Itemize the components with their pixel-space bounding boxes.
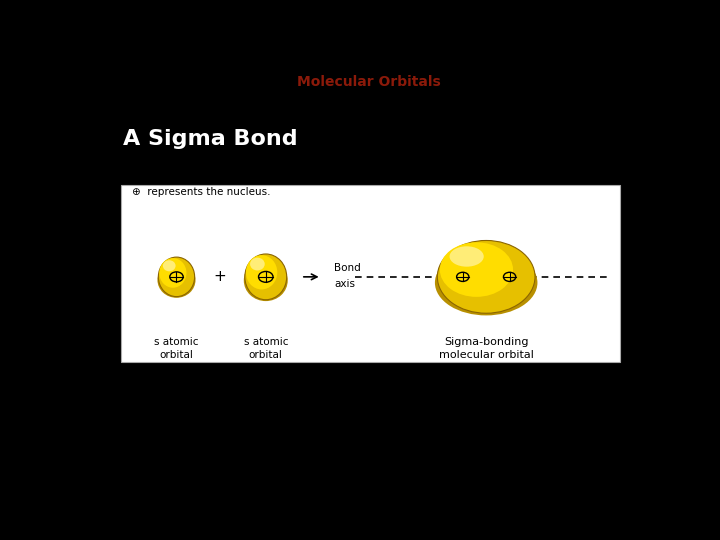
Text: A Sigma Bond: A Sigma Bond — [124, 129, 298, 149]
Ellipse shape — [244, 260, 288, 301]
Ellipse shape — [159, 258, 186, 288]
Text: Molecular Orbitals: Molecular Orbitals — [297, 75, 441, 89]
FancyBboxPatch shape — [121, 185, 620, 362]
Text: s atomic
orbital: s atomic orbital — [243, 337, 288, 360]
Text: ⊕  represents the nucleus.: ⊕ represents the nucleus. — [132, 187, 270, 197]
Ellipse shape — [440, 242, 513, 297]
Ellipse shape — [163, 260, 176, 271]
Ellipse shape — [246, 255, 277, 289]
Text: Sigma-bonding
molecular orbital: Sigma-bonding molecular orbital — [438, 337, 534, 360]
Ellipse shape — [449, 246, 484, 267]
Ellipse shape — [250, 258, 265, 271]
Ellipse shape — [158, 257, 194, 296]
Ellipse shape — [158, 262, 196, 298]
Text: Bond: Bond — [334, 263, 361, 273]
Ellipse shape — [245, 254, 287, 300]
Text: s atomic
orbital: s atomic orbital — [154, 337, 199, 360]
Text: +: + — [214, 269, 226, 285]
Text: axis: axis — [334, 279, 356, 289]
Ellipse shape — [435, 250, 537, 315]
Ellipse shape — [437, 240, 535, 313]
